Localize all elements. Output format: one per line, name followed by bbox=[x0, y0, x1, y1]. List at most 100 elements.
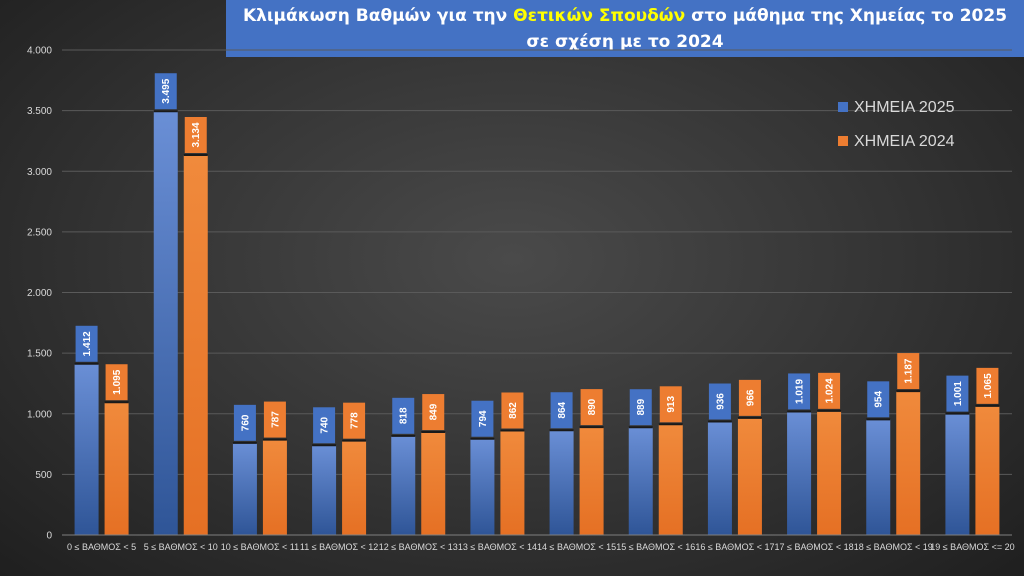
data-label: 862 bbox=[508, 402, 519, 419]
data-label-box bbox=[976, 367, 999, 404]
data-label: 954 bbox=[874, 391, 885, 408]
data-label-box bbox=[313, 407, 336, 444]
bar-2025 bbox=[312, 445, 337, 535]
data-label: 740 bbox=[320, 416, 331, 433]
y-tick-label: 2.000 bbox=[27, 288, 52, 299]
x-tick-label: 17 ≤ ΒΑΘΜΟΣ < 18 bbox=[775, 542, 854, 552]
bar-2024 bbox=[658, 424, 683, 535]
data-label: 1.095 bbox=[112, 369, 123, 394]
data-label: 1.019 bbox=[795, 378, 806, 403]
x-tick-label: 10 ≤ ΒΑΘΜΟΣ < 11 bbox=[221, 542, 299, 552]
data-label-box bbox=[867, 381, 890, 418]
data-label-box bbox=[629, 389, 652, 426]
data-label: 913 bbox=[666, 396, 677, 413]
bar-2025 bbox=[549, 430, 574, 535]
y-tick-label: 3.500 bbox=[27, 106, 52, 117]
data-label-box bbox=[392, 397, 415, 434]
bar-2025 bbox=[707, 421, 732, 535]
bar-2025 bbox=[866, 419, 891, 535]
bar-2025 bbox=[945, 413, 970, 535]
y-tick-label: 500 bbox=[35, 470, 52, 481]
data-label-box bbox=[788, 373, 811, 410]
bar-2025 bbox=[153, 111, 178, 535]
bar-2025 bbox=[232, 442, 257, 535]
bar-2024 bbox=[104, 402, 129, 535]
bar-2024 bbox=[817, 410, 842, 535]
chart-title: Κλιμάκωση Βαθμών για την Θετικών Σπουδών… bbox=[226, 0, 1024, 57]
x-tick-label: 11 ≤ ΒΑΘΜΟΣ < 12 bbox=[300, 542, 378, 552]
bar-2025 bbox=[787, 411, 812, 535]
x-tick-label: 0 ≤ ΒΑΘΜΟΣ < 5 bbox=[67, 542, 136, 552]
y-tick-label: 4.000 bbox=[27, 46, 52, 57]
y-axis: 0 500 1.000 1.500 2.000 2.500 3.000 3.500 4.000 bbox=[27, 46, 52, 542]
data-label: 936 bbox=[715, 393, 726, 410]
y-tick-label: 3.000 bbox=[27, 167, 52, 178]
data-label-box bbox=[422, 394, 445, 431]
y-tick-label: 1.000 bbox=[27, 409, 52, 420]
data-label: 794 bbox=[478, 410, 489, 427]
legend-swatch bbox=[838, 102, 848, 112]
data-label-box bbox=[708, 383, 731, 420]
data-label: 966 bbox=[745, 389, 756, 406]
bar-2024 bbox=[579, 427, 604, 535]
data-label: 889 bbox=[636, 398, 647, 415]
data-label-box bbox=[818, 372, 841, 409]
x-tick-label: 16 ≤ ΒΑΘΜΟΣ < 17 bbox=[695, 542, 774, 552]
data-label-box bbox=[946, 375, 969, 412]
legend-swatch bbox=[838, 136, 848, 146]
title-highlight: Θετικών Σπουδών bbox=[513, 6, 686, 26]
bar-2025 bbox=[74, 363, 99, 535]
bar-2025 bbox=[470, 438, 495, 535]
data-label-box bbox=[233, 404, 256, 441]
title-text-before: Κλιμάκωση Βαθμών για την bbox=[242, 6, 514, 26]
data-label-box bbox=[580, 389, 603, 426]
bar-2024 bbox=[421, 432, 446, 535]
bars: 1.412 1.095 3.495 3.134 760 787 740 778 818 849 79… bbox=[74, 73, 1000, 535]
data-label: 818 bbox=[399, 407, 410, 424]
data-label: 778 bbox=[350, 412, 361, 429]
title-text-after: στο μάθημα της Χημείας το 2025 bbox=[685, 6, 1008, 26]
data-label: 3.495 bbox=[161, 78, 172, 103]
chart-title-line2: σε σχέση με το 2024 bbox=[526, 32, 724, 52]
data-label-box bbox=[184, 117, 207, 154]
bar-2024 bbox=[500, 430, 525, 535]
data-label-box bbox=[659, 386, 682, 423]
chart-title-line1: Κλιμάκωση Βαθμών για την Θετικών Σπουδών… bbox=[226, 3, 1024, 29]
data-label: 787 bbox=[270, 411, 281, 428]
bar-2024 bbox=[183, 155, 208, 535]
data-label-box bbox=[343, 402, 366, 439]
data-label: 3.134 bbox=[191, 122, 202, 147]
data-label-box bbox=[738, 379, 761, 416]
data-label-box bbox=[897, 353, 920, 390]
bar-2024 bbox=[896, 391, 921, 535]
x-tick-label: 14 ≤ ΒΑΘΜΟΣ < 15 bbox=[537, 542, 616, 552]
bar-2024 bbox=[342, 440, 367, 535]
data-label-box bbox=[105, 364, 128, 401]
data-label-box bbox=[75, 325, 98, 362]
data-label: 1.187 bbox=[904, 358, 915, 383]
data-label: 849 bbox=[429, 403, 440, 420]
x-axis: 0 ≤ ΒΑΘΜΟΣ < 5 5 ≤ ΒΑΘΜΟΣ < 10 10 ≤ ΒΑΘΜΟΣ… bbox=[62, 534, 1015, 552]
legend-label: ΧΗΜΕΙΑ 2024 bbox=[854, 133, 955, 150]
bar-2024 bbox=[262, 439, 287, 535]
y-tick-label: 1.500 bbox=[27, 349, 52, 360]
data-label-box bbox=[550, 392, 573, 429]
bar-2025 bbox=[628, 427, 653, 535]
bar-2024 bbox=[975, 405, 1000, 535]
x-tick-label: 5 ≤ ΒΑΘΜΟΣ < 10 bbox=[144, 542, 218, 552]
data-label: 1.024 bbox=[825, 378, 836, 403]
data-label-box bbox=[471, 400, 494, 437]
x-tick-label: 19 ≤ ΒΑΘΜΟΣ <= 20 bbox=[930, 542, 1014, 552]
data-label: 864 bbox=[557, 401, 568, 418]
data-label: 1.001 bbox=[953, 381, 964, 406]
x-tick-label: 18 ≤ ΒΑΘΜΟΣ < 19 bbox=[854, 542, 933, 552]
bar-2024 bbox=[737, 417, 762, 535]
data-label: 1.412 bbox=[82, 331, 93, 356]
x-tick-label: 12 ≤ ΒΑΘΜΟΣ < 13 bbox=[379, 542, 458, 552]
x-tick-label: 13 ≤ ΒΑΘΜΟΣ < 14 bbox=[458, 542, 537, 552]
data-label-box bbox=[501, 392, 524, 429]
data-label-box bbox=[263, 401, 286, 438]
data-label-box bbox=[154, 73, 177, 110]
bar-2025 bbox=[391, 435, 416, 535]
